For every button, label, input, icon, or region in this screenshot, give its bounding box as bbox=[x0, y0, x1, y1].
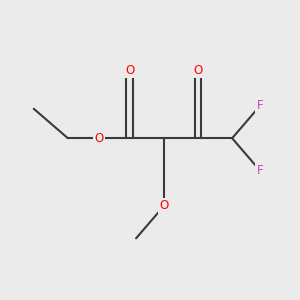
Text: F: F bbox=[257, 164, 263, 177]
Text: F: F bbox=[257, 99, 263, 112]
Text: O: O bbox=[159, 200, 169, 212]
Text: O: O bbox=[94, 132, 104, 145]
Text: O: O bbox=[125, 64, 134, 77]
Text: O: O bbox=[194, 64, 203, 77]
